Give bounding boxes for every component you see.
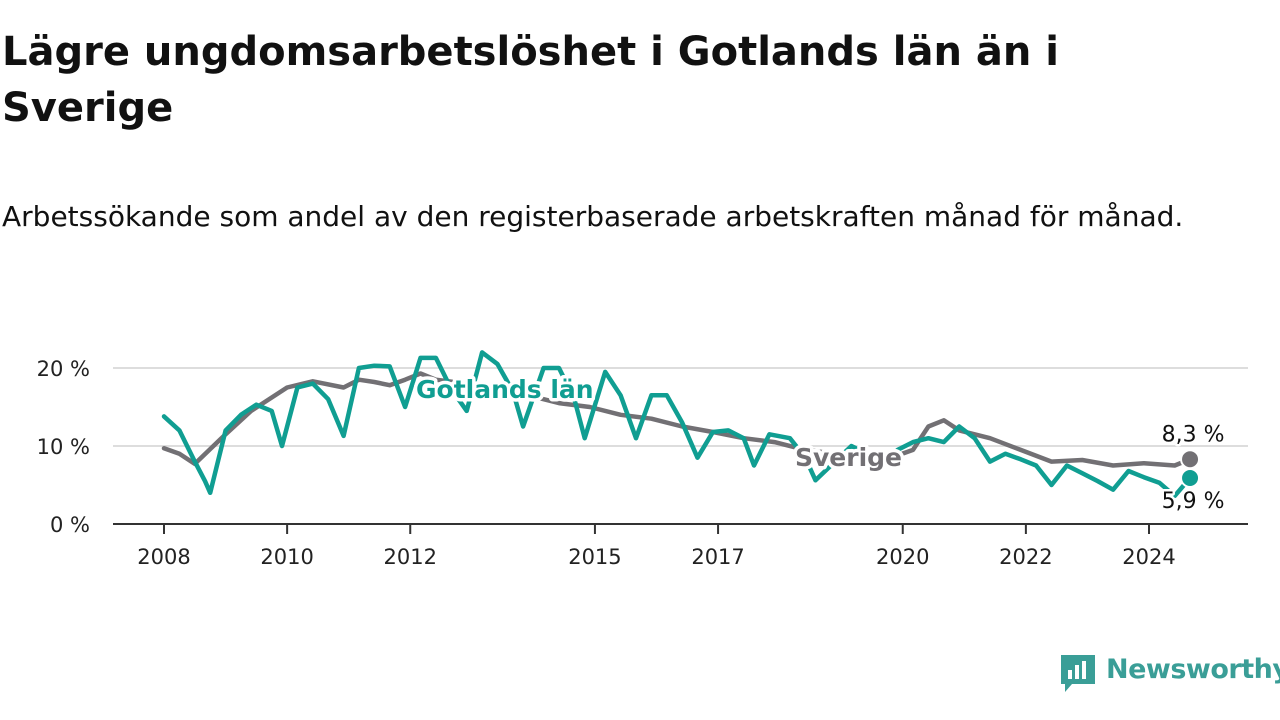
brand-name: Newsworthy (1106, 654, 1280, 685)
newsworthy-logo-icon (1061, 655, 1095, 692)
y-tick-label: 0 % (50, 513, 90, 537)
series-labels: Gotlands län Sverige 8,3 % 5,9 % (413, 372, 1227, 517)
series-line-sverige (161, 371, 1193, 468)
series-line-gotland (161, 350, 1193, 499)
y-tick-label: 20 % (37, 357, 90, 381)
x-axis: 2008 2010 2012 2015 2017 2020 2022 2024 (113, 523, 1248, 569)
x-tick-label: 2020 (876, 545, 929, 569)
x-tick-label: 2010 (260, 545, 313, 569)
end-point-gotland (1180, 467, 1201, 488)
chart-title: Lägre ungdomsarbetslöshet i Gotlands län… (2, 29, 1059, 131)
x-tick-label: 2024 (1122, 545, 1175, 569)
chart-subtitle: Arbetssökande som andel av den registerb… (2, 200, 1184, 233)
series-label-gotland: Gotlands län (416, 375, 594, 404)
x-tick-label: 2017 (691, 545, 744, 569)
y-tick-label: 10 % (37, 435, 90, 459)
x-tick-label: 2022 (999, 545, 1052, 569)
x-tick-label: 2008 (137, 545, 190, 569)
series-lines (161, 350, 1193, 499)
series-label-sverige: Sverige (795, 443, 902, 472)
x-tick-label: 2012 (384, 545, 437, 569)
end-point-sverige (1180, 449, 1201, 470)
end-label-sverige: 8,3 % (1162, 422, 1225, 447)
x-tick-label: 2015 (568, 545, 621, 569)
end-label-gotland: 5,9 % (1162, 489, 1225, 514)
newsworthy-logo: Newsworthy (1058, 652, 1280, 696)
gridlines: 0 % 10 % 20 % (37, 357, 1248, 537)
